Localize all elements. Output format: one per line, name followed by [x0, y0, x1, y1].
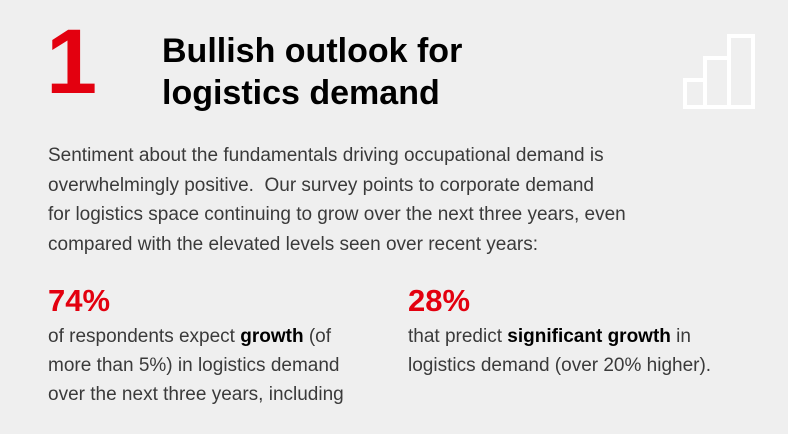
intro-line: for logistics space continuing to grow o… [48, 204, 626, 225]
title-line: Bullish outlook for [162, 32, 463, 70]
text-run: logistics demand (over 20% higher). [408, 355, 712, 376]
stat: 28% that predict significant growth in log… [408, 282, 711, 380]
text-run: more than 5%) in logistics demand [48, 355, 340, 376]
text-run: over the next three years, including [48, 384, 344, 405]
stat-line: logistics demand (over 20% higher). [408, 351, 711, 380]
section-number: 1 [46, 11, 98, 113]
text-run: of respondents expect [48, 326, 241, 347]
text-run: in [670, 326, 691, 347]
title-line: logistics demand [162, 74, 440, 112]
bar-icon [683, 34, 755, 109]
intro: Sentiment about the fundamentals driving… [48, 141, 626, 259]
text-run: that predict [408, 326, 508, 347]
title: Bullish outlook for logistics demand [162, 30, 462, 114]
intro-line: Sentiment about the fundamentals driving… [48, 145, 604, 166]
intro-line: compared with the elevated levels seen o… [48, 233, 539, 255]
stat-figure: 28% [408, 283, 471, 318]
stat-figure: 74% [48, 283, 111, 318]
text-run: (of [303, 326, 332, 347]
emphasis: growth [240, 326, 304, 347]
stat-line: of respondents expect growth (of [48, 322, 344, 351]
emphasis: significant growth [507, 326, 671, 347]
intro-line: overwhelmingly positive. Our survey poin… [48, 174, 594, 196]
stat-line: that predict significant growth in [408, 322, 711, 351]
stat-line: over the next three years, including [48, 380, 344, 409]
stat: 74% of respondents expect growth (of more … [48, 282, 344, 409]
stat-line: more than 5%) in logistics demand [48, 351, 344, 380]
